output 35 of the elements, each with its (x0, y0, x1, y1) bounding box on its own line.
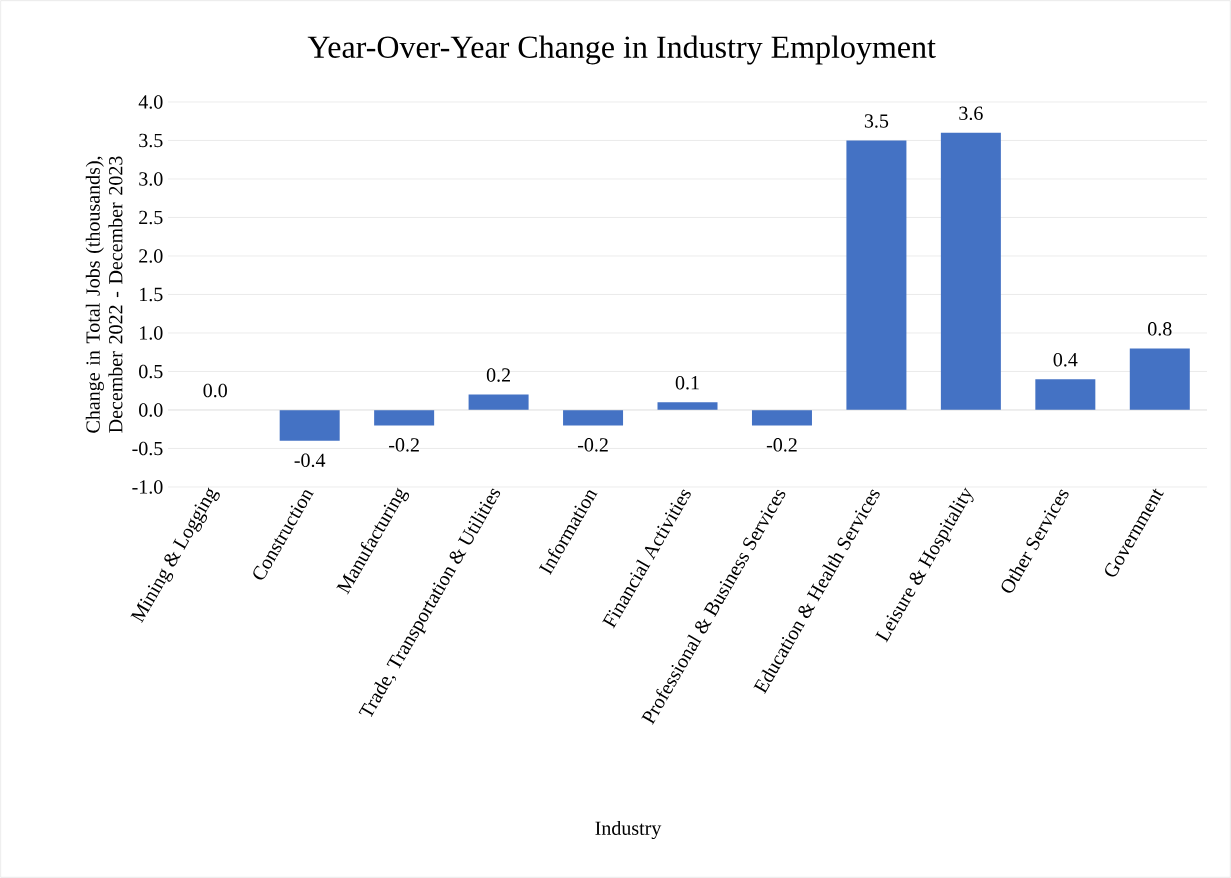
data-label: 0.0 (203, 383, 227, 398)
data-label: 3.5 (864, 114, 889, 128)
bar (940, 132, 1001, 410)
data-label: 0.1 (675, 376, 699, 390)
bar (374, 410, 435, 426)
data-label: -0.4 (294, 453, 326, 468)
data-label: -0.2 (577, 438, 608, 452)
y-tick-label: 2.0 (139, 249, 163, 263)
bar (468, 394, 529, 410)
bar (751, 410, 812, 426)
y-tick-label: 3.5 (139, 133, 163, 148)
bar (657, 402, 718, 410)
data-label: 0.2 (486, 368, 510, 382)
y-tick-label: -0.5 (132, 441, 163, 456)
bar (846, 140, 907, 410)
data-label: -0.2 (766, 438, 797, 452)
y-tick-label: -1.0 (132, 480, 163, 494)
bar (563, 410, 624, 426)
y-axis-title: Change in Total Jobs (thousands), December 2022 - December 2023 (85, 156, 123, 433)
data-label: -0.2 (389, 438, 419, 452)
bar (1035, 379, 1096, 410)
data-label: 0.8 (1148, 322, 1172, 336)
y-tick-label: 1.0 (140, 326, 163, 340)
y-tick-label: 3.0 (139, 172, 163, 186)
x-axis-title: Industry (595, 820, 662, 840)
y-tick-label: 2.5 (139, 210, 163, 225)
y-tick-label: 1.5 (140, 287, 163, 302)
chart-title: Year-Over-Year Change in Industry Employment (307, 35, 936, 65)
bar (1129, 348, 1190, 410)
y-tick-label: 4.0 (138, 95, 163, 109)
bar (279, 410, 340, 441)
y-tick-label: 0.5 (139, 364, 163, 379)
data-label: 0.4 (1053, 352, 1078, 367)
y-tick-label: 0.0 (139, 403, 163, 417)
data-label: 3.6 (959, 106, 983, 121)
